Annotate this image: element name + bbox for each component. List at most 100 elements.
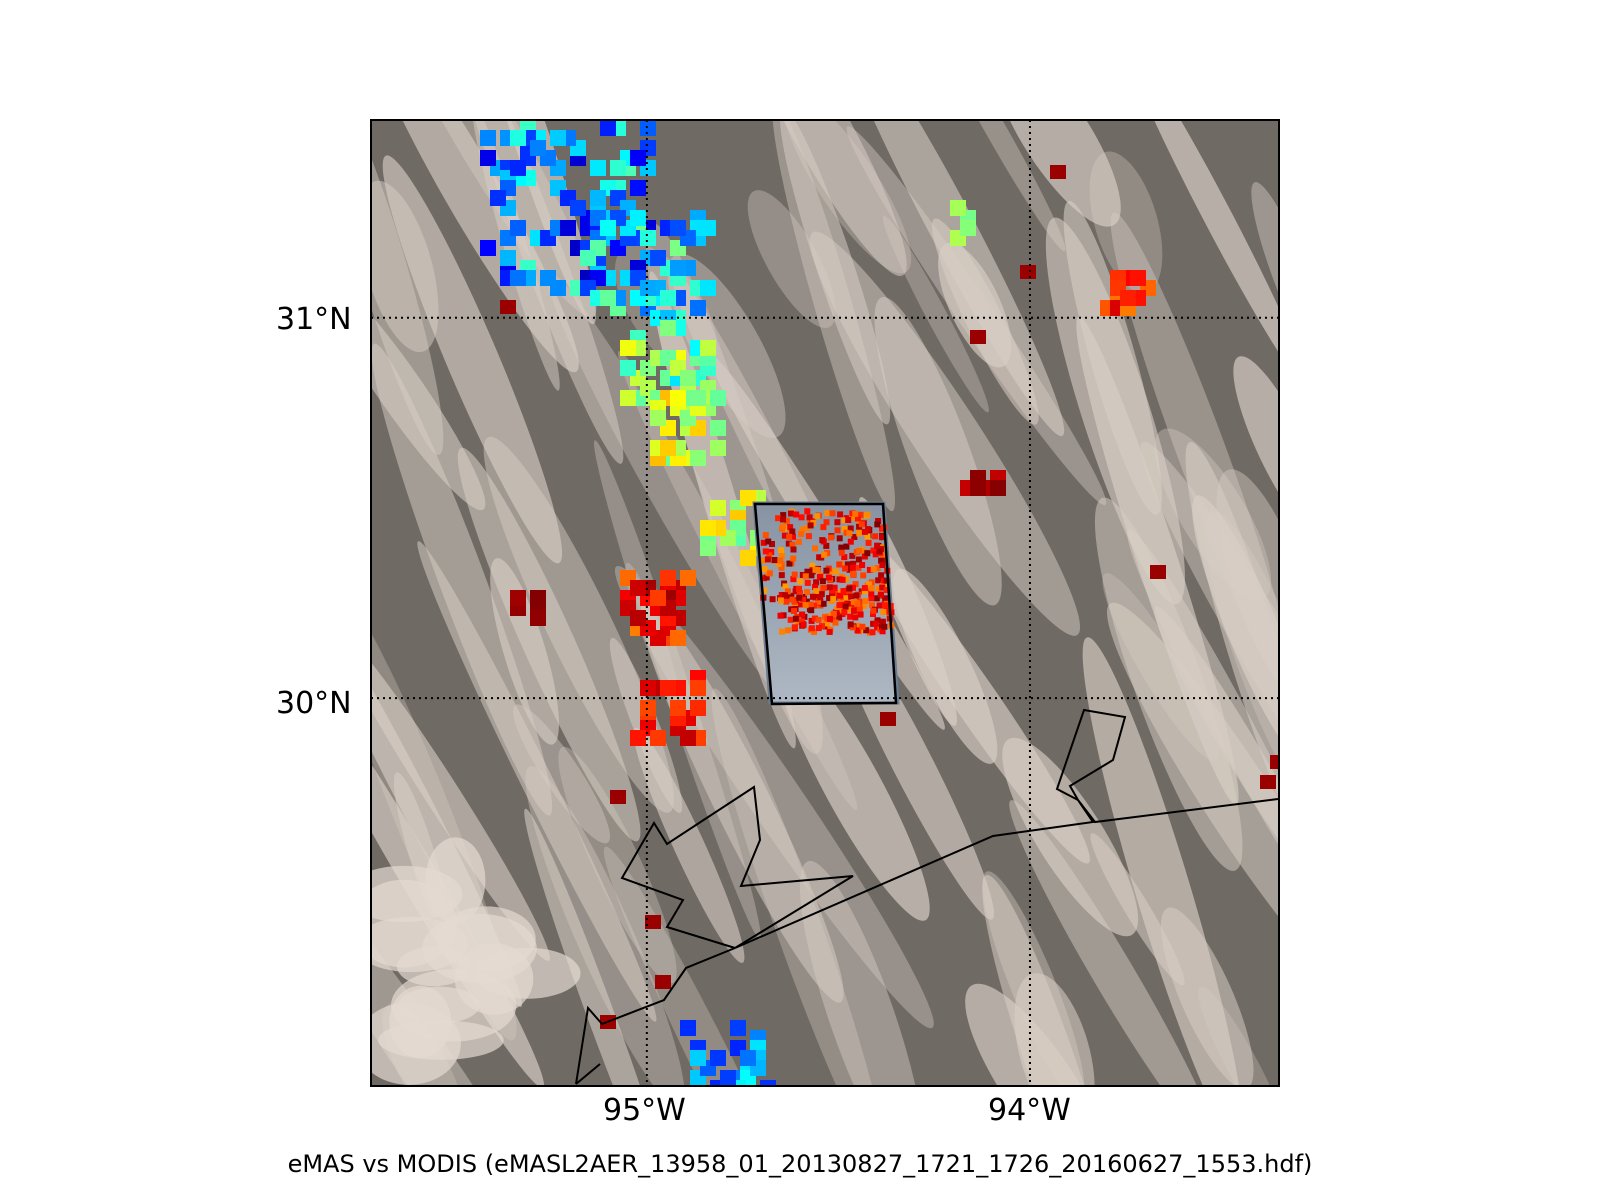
modis-aod-pixels	[480, 120, 1279, 1086]
emas-aod-pixel	[855, 564, 862, 571]
aod-pixel	[660, 440, 676, 456]
aod-pixel	[1130, 270, 1146, 286]
emas-aod-pixel	[836, 602, 843, 609]
emas-aod-pixel	[824, 510, 831, 517]
aod-pixel	[1270, 755, 1279, 769]
emas-aod-pixel	[870, 547, 877, 554]
emas-aod-pixel	[815, 625, 822, 632]
emas-aod-pixel	[852, 581, 859, 588]
emas-aod-pixel	[813, 579, 820, 586]
cloud-streak	[874, 297, 1002, 606]
aod-pixel	[500, 300, 516, 314]
emas-aod-pixel	[820, 585, 827, 591]
aod-pixel	[650, 410, 666, 426]
cloud-streak	[382, 155, 563, 564]
cloud-streak	[1094, 497, 1243, 871]
emas-aod-pixel	[777, 557, 784, 564]
cloud-streak	[1002, 737, 1139, 937]
emas-aod-pixel	[760, 539, 767, 546]
emas-aod-pixel	[800, 596, 807, 603]
emas-aod-pixel	[798, 530, 805, 537]
cloud-streak	[1009, 800, 1219, 1086]
emas-aod-pixel	[808, 625, 815, 632]
aod-pixel	[680, 370, 696, 386]
emas-aod-pixel	[778, 572, 785, 579]
aod-pixel	[690, 1050, 706, 1066]
emas-aod-pixel	[849, 552, 856, 559]
emas-aod-pixel	[875, 585, 882, 592]
emas-aod-pixel	[850, 560, 857, 567]
emas-aod-pixel	[792, 615, 799, 622]
emas-aod-pixel	[819, 537, 826, 544]
aod-pixel	[690, 680, 706, 696]
cloud-streak	[371, 120, 444, 455]
emas-aod-pixel	[881, 623, 888, 630]
emas-aod-pixel	[761, 587, 768, 594]
cloud-streak	[1160, 907, 1254, 1086]
cloud-patch	[389, 985, 452, 1059]
emas-aod-pixel	[788, 510, 794, 517]
emas-aod-pixel	[841, 609, 848, 616]
aod-pixel	[660, 570, 676, 586]
emas-aod-pixel	[864, 550, 871, 557]
emas-aod-pixel	[815, 598, 822, 605]
emas-aod-pixel	[856, 548, 863, 554]
cloud-streak	[882, 215, 989, 413]
emas-aod-pixel	[804, 568, 811, 575]
aod-pixel	[680, 570, 696, 586]
aod-pixel	[530, 610, 546, 626]
emas-aod-pixel	[882, 595, 889, 602]
emas-aod-pixel	[874, 521, 881, 528]
aod-pixel	[645, 915, 661, 929]
emas-aod-pixel	[868, 590, 875, 597]
emas-aod-pixel	[872, 551, 879, 558]
emas-aod-pixel	[850, 599, 857, 605]
emas-aod-pixel	[815, 616, 822, 623]
lon-label-95w: 95°W	[603, 1093, 686, 1128]
cloud-streak	[779, 120, 891, 425]
emas-aod-pixel	[811, 628, 817, 635]
emas-aod-pixel	[879, 562, 886, 568]
aod-pixel	[630, 210, 646, 226]
aod-pixel	[700, 280, 716, 296]
aod-pixel	[600, 120, 616, 136]
emas-aod-pixel	[802, 573, 809, 580]
aod-pixel	[510, 590, 526, 606]
cloud-streak	[982, 874, 1122, 1086]
emas-aod-pixel	[799, 611, 806, 618]
emas-aod-pixel	[836, 561, 843, 568]
aod-pixel	[970, 330, 986, 344]
aod-pixel	[510, 220, 526, 236]
aod-pixel	[710, 390, 726, 406]
emas-aod-pixel	[883, 587, 890, 593]
emas-aod-pixel	[819, 623, 825, 630]
emas-aod-pixel	[809, 562, 816, 569]
aod-pixel	[730, 1080, 746, 1086]
emas-aod-pixel	[808, 572, 815, 579]
emas-aod-pixel	[854, 622, 861, 629]
emas-aod-pixel	[883, 577, 890, 584]
cloud-streak	[1124, 120, 1279, 391]
aod-pixel	[1020, 265, 1036, 279]
aod-pixel	[700, 540, 716, 556]
emas-aod-pixel	[861, 585, 868, 591]
emas-aod-pixel	[837, 592, 844, 599]
emas-aod-pixel	[778, 547, 785, 554]
aod-pixel	[500, 250, 516, 266]
emas-aod-pixel	[802, 602, 809, 609]
cloud-streak	[457, 447, 641, 842]
emas-aod-pixel	[818, 591, 825, 598]
emas-aod-pixel	[870, 607, 877, 614]
emas-aod-pixel	[762, 532, 769, 539]
emas-aod-pixel	[769, 541, 775, 547]
emas-aod-pixel	[854, 600, 861, 607]
emas-aod-pixel	[882, 602, 888, 609]
cloud-streak	[525, 765, 685, 1086]
emas-aod-pixel	[782, 592, 788, 599]
emas-aod-pixel	[874, 624, 881, 631]
emas-aod-pixel	[862, 598, 869, 604]
aod-pixel	[740, 490, 756, 506]
figure-caption: eMAS vs MODIS (eMASL2AER_13958_01_201308…	[287, 1150, 1313, 1178]
emas-aod-pixel	[832, 619, 839, 626]
aod-pixel	[880, 712, 896, 726]
